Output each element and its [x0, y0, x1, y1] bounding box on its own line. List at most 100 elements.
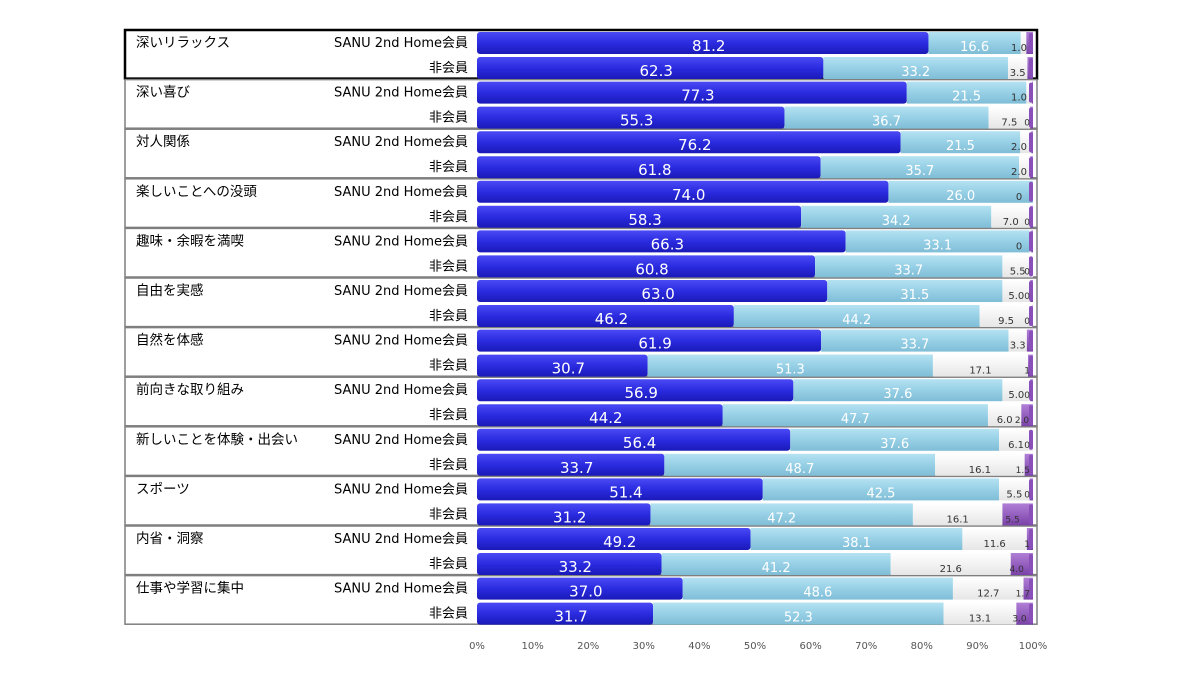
- bar-segment-s2: [1008, 329, 1027, 352]
- value-label: 76.2: [678, 136, 711, 154]
- bar-segment-s2: [890, 553, 1011, 575]
- bar-end-cap: [1029, 132, 1033, 153]
- nonmember-label: 非会員: [429, 160, 468, 175]
- member-label: SANU 2nd Home会員: [334, 135, 468, 150]
- bar-segment-s0: [477, 180, 889, 203]
- bar-segment-s0: [477, 280, 828, 302]
- bar-segment-s1: [647, 354, 933, 377]
- bar-segment-s2: [952, 577, 1024, 600]
- bar-segments: [477, 32, 1033, 625]
- value-label: 4.0: [1010, 565, 1025, 575]
- value-label: 33.7: [900, 338, 929, 353]
- bar-segment-s2: [943, 602, 1017, 625]
- bar-segment-s1: [722, 404, 988, 427]
- value-label: 61.8: [638, 161, 671, 179]
- bar-segment-s1: [793, 379, 1003, 402]
- value-label: 1.0: [1011, 43, 1027, 54]
- bar-segment-s1: [928, 32, 1021, 54]
- bar-segment-s2: [979, 305, 1033, 327]
- value-label: 6.1: [1008, 440, 1024, 451]
- bar-segment-s3: [1002, 503, 1033, 526]
- bar-end-cap: [1029, 256, 1033, 277]
- bar-end-cap: [1029, 82, 1033, 103]
- value-label: 5.5: [1010, 266, 1026, 277]
- value-label: 2.0: [1011, 142, 1027, 153]
- value-label: 1.7: [1016, 590, 1030, 600]
- value-label: 74.0: [672, 186, 705, 204]
- bar-end-cap: [1029, 504, 1033, 525]
- value-label: 30.7: [552, 360, 585, 378]
- value-label: 11.6: [984, 539, 1006, 550]
- value-label: 0: [1024, 317, 1030, 327]
- bar-segment-s2: [962, 528, 1027, 550]
- value-label: 34.2: [882, 214, 911, 229]
- value-label: 0: [1024, 391, 1030, 401]
- value-label: 48.6: [803, 586, 832, 601]
- category-label: 楽しいことへの没頭: [136, 184, 257, 200]
- member-label: SANU 2nd Home会員: [334, 36, 468, 51]
- value-label: 44.2: [589, 409, 622, 427]
- value-label: 48.7: [785, 462, 814, 477]
- bar-segment-s2: [987, 404, 1022, 427]
- member-label: SANU 2nd Home会員: [334, 334, 468, 349]
- member-label: SANU 2nd Home会員: [334, 383, 468, 398]
- value-label: 33.7: [894, 263, 923, 278]
- bar-segment-s0: [477, 32, 929, 54]
- value-label: 62.3: [639, 62, 672, 80]
- bar-segment-s0: [477, 255, 816, 278]
- value-label: 16.6: [960, 40, 989, 55]
- value-label: 56.4: [623, 434, 656, 452]
- bar-segment-s0: [477, 404, 723, 427]
- bar-segment-s0: [477, 453, 665, 476]
- bar-end-cap: [1029, 554, 1033, 574]
- value-label: 5.5: [1005, 515, 1019, 525]
- bar-segment-s1: [815, 255, 1003, 278]
- bar-segment-s3: [1024, 453, 1033, 476]
- value-label: 42.5: [866, 486, 895, 501]
- nonmember-label: 非会員: [429, 458, 468, 473]
- value-label: 21.5: [952, 90, 981, 105]
- nonmember-label: 非会員: [429, 210, 468, 225]
- value-label: 21.6: [940, 564, 962, 575]
- value-label: 0: [1024, 441, 1030, 451]
- bar-segment-s0: [477, 354, 648, 377]
- category-label: 深い喜び: [136, 85, 190, 101]
- category-label: スポーツ: [136, 481, 190, 497]
- bar-segment-s0: [477, 106, 785, 129]
- bar-segment-s0: [477, 503, 651, 526]
- value-label: 41.2: [762, 561, 791, 576]
- value-label: 6.0: [997, 415, 1013, 426]
- value-label: 81.2: [692, 37, 725, 55]
- value-label: 33.2: [901, 65, 930, 80]
- bar-segment-s0: [477, 528, 751, 550]
- bar-segment-s1: [845, 230, 1030, 253]
- value-label: 1.0: [1011, 93, 1027, 104]
- value-label: 31.2: [553, 508, 586, 526]
- value-label: 3.5: [1010, 68, 1026, 79]
- bar-segment-s1: [784, 106, 989, 129]
- x-axis: 0% 10% 20% 30% 40% 50% 60% 70% 80% 90% 100%: [469, 641, 1047, 652]
- bar-segment-s1: [820, 156, 1020, 179]
- nonmember-label: 非会員: [429, 359, 468, 374]
- value-label: 44.2: [842, 313, 871, 328]
- bar-end-cap: [1029, 206, 1033, 227]
- x-tick-label: 70%: [855, 641, 877, 652]
- value-label: 47.2: [767, 511, 796, 526]
- value-label: 37.0: [569, 583, 602, 601]
- nonmember-label: 非会員: [429, 111, 468, 126]
- bar-segment-s0: [477, 81, 907, 104]
- value-label: 38.1: [842, 536, 871, 551]
- value-label: 5.0: [1008, 390, 1024, 401]
- value-label: 13.1: [969, 614, 991, 625]
- bar-segment-s1: [821, 329, 1009, 352]
- bar-end-cap: [1029, 107, 1033, 128]
- bar-segment-s1: [906, 81, 1027, 104]
- value-label: 2.0: [1015, 416, 1030, 426]
- bar-segment-s2: [991, 205, 1031, 228]
- value-label: 56.9: [624, 384, 657, 402]
- value-labels: 81.2 16.6 1.0 62.3 33.2 3.5 77.3 21.5 1.0 55.3 36.…: [552, 37, 1031, 626]
- nonmember-label: 非会員: [429, 507, 468, 522]
- nonmember-label: 非会員: [429, 309, 468, 324]
- x-tick-label: 10%: [521, 641, 543, 652]
- bar-end-cap: [1029, 330, 1033, 351]
